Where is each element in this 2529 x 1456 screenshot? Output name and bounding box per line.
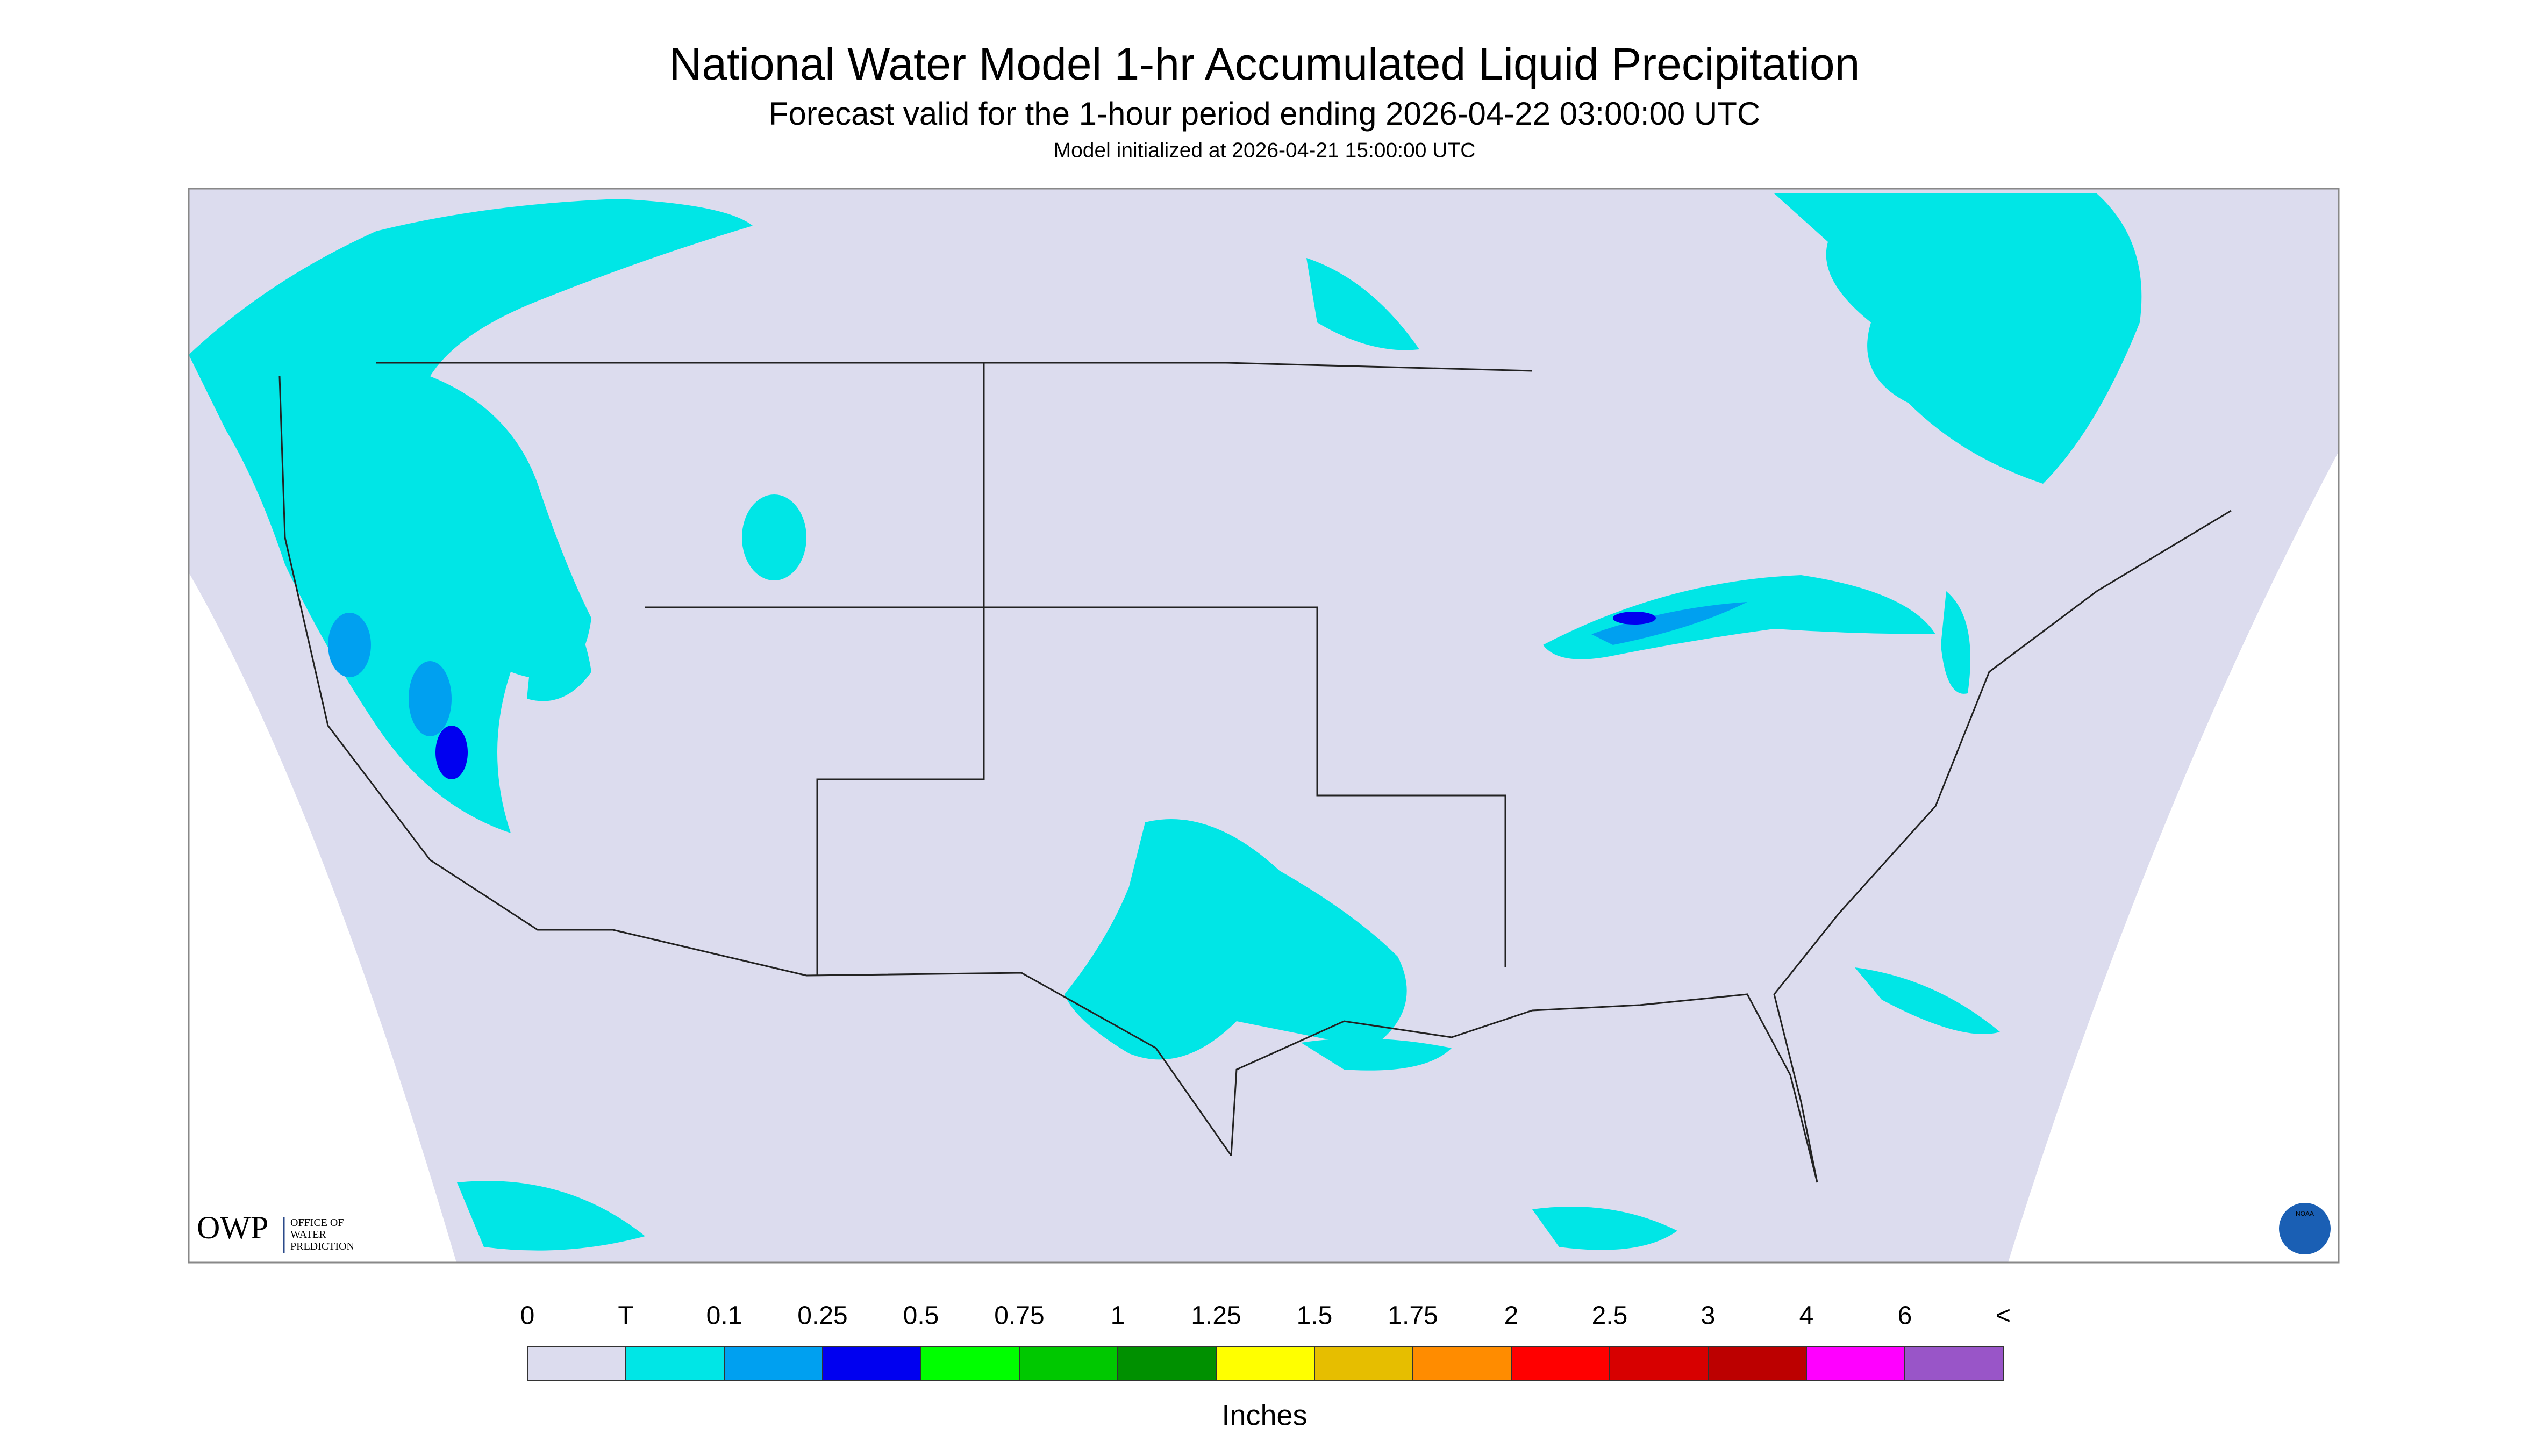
colorbar-box xyxy=(724,1346,823,1381)
colorbar-label: 0.5 xyxy=(903,1302,939,1330)
colorbar-box xyxy=(1117,1346,1217,1381)
precip-area xyxy=(1591,602,1747,645)
colorbar-label: 1.5 xyxy=(1297,1302,1333,1330)
owp-logo: OWP xyxy=(197,1210,268,1245)
precip-area xyxy=(527,591,591,701)
colorbar-label: 1.75 xyxy=(1388,1302,1438,1330)
precip-area xyxy=(1306,258,1419,350)
colorbar-box xyxy=(527,1346,626,1381)
map-frame xyxy=(188,188,2340,1264)
precip-area xyxy=(409,661,452,736)
title: National Water Model 1-hr Accumulated Li… xyxy=(669,39,1860,89)
precip-area xyxy=(1301,1038,1452,1071)
colorbar-label: 3 xyxy=(1701,1302,1716,1330)
colorbar-box xyxy=(920,1346,1020,1381)
colorbar-label: T xyxy=(618,1302,633,1330)
subtitle: Forecast valid for the 1-hour period end… xyxy=(769,96,1760,132)
precip-area xyxy=(1532,1207,1677,1250)
colorbar-label: 6 xyxy=(1898,1302,1912,1330)
colorbar-label: 0.25 xyxy=(797,1302,847,1330)
unit-label: Inches xyxy=(1221,1399,1307,1431)
colorbar-label: < xyxy=(1996,1302,2011,1330)
model-domain xyxy=(189,189,2339,1263)
boundaries xyxy=(278,362,2232,1183)
border xyxy=(645,606,1506,967)
owp-logo-line: OFFICE OF xyxy=(290,1217,344,1229)
colorbar-box xyxy=(1609,1346,1709,1381)
colorbar-box xyxy=(1806,1346,1905,1381)
colorbar-box xyxy=(625,1346,725,1381)
colorbar-label: 1 xyxy=(1111,1302,1125,1330)
colorbar-box xyxy=(1708,1346,1807,1381)
colorbar-label: 2 xyxy=(1504,1302,1519,1330)
coastline xyxy=(1230,510,2232,1183)
precip-area xyxy=(1855,967,2000,1034)
colorbar-label: 0.1 xyxy=(706,1302,742,1330)
precip-area xyxy=(457,1181,645,1251)
precip-heavy xyxy=(435,612,1656,779)
init-time: Model initialized at 2026-04-21 15:00:00… xyxy=(1054,139,1476,162)
colorbar-label: 0.75 xyxy=(994,1302,1044,1330)
colorbar: 0 T 0.1 0.25 0.5 0.75 1 1.25 1.5 1.75 2 2.5 3 4 6 < xyxy=(520,1302,2011,1381)
precip-area xyxy=(1774,193,2142,484)
colorbar-box xyxy=(822,1346,921,1381)
colorbar-label: 2.5 xyxy=(1592,1302,1628,1330)
coastline xyxy=(278,376,613,931)
precip-moderate xyxy=(328,602,1747,736)
border xyxy=(816,363,985,976)
colorbar-box xyxy=(1412,1346,1512,1381)
precip-light xyxy=(189,193,2142,1251)
precip-area xyxy=(1941,591,1970,694)
colorbar-label: 0 xyxy=(520,1302,535,1330)
noaa-logo xyxy=(2279,1203,2331,1254)
colorbar-box xyxy=(1216,1346,1315,1381)
border xyxy=(612,929,1232,1156)
precip-area xyxy=(435,726,468,779)
precip-area xyxy=(1613,612,1656,625)
colorbar-label: 1.25 xyxy=(1191,1302,1241,1330)
precip-area xyxy=(328,613,371,677)
owp-logo-line: PREDICTION xyxy=(290,1240,354,1252)
colorbar-label: 4 xyxy=(1799,1302,1814,1330)
colorbar-box xyxy=(1511,1346,1610,1381)
precip-area xyxy=(1065,819,1407,1060)
colorbar-box xyxy=(1904,1346,2004,1381)
owp-logo-line: WATER xyxy=(290,1229,326,1240)
colorbar-box xyxy=(1019,1346,1118,1381)
border xyxy=(376,362,1533,372)
colorbar-box xyxy=(1314,1346,1413,1381)
precip-area xyxy=(742,494,806,580)
noaa-logo-text: NOAA xyxy=(2296,1210,2314,1217)
precip-area xyxy=(189,199,753,833)
